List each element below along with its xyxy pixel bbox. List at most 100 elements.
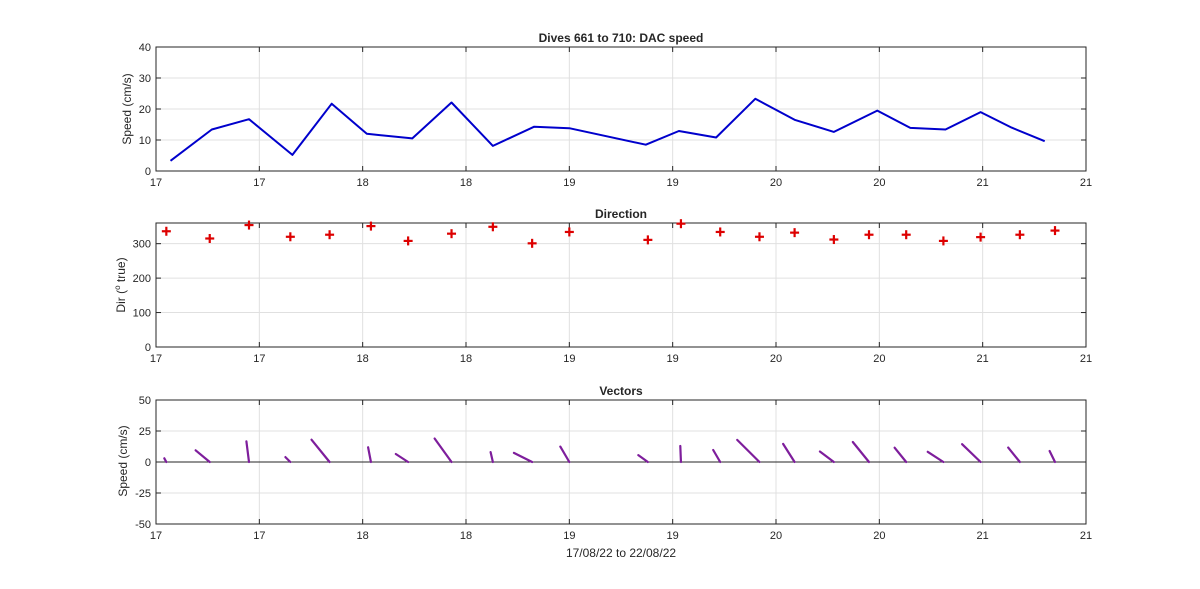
- direction-x-tick-label: 19: [563, 353, 575, 365]
- vectors-x-tick-label: 19: [667, 530, 679, 542]
- vectors-x-tick-label: 21: [1080, 530, 1092, 542]
- vector-stick: [245, 440, 251, 464]
- vectors-x-tick-label: 17: [253, 530, 265, 542]
- vectors-x-tick-label: 17: [150, 530, 162, 542]
- direction-marker: [366, 221, 376, 231]
- vector-stick: [194, 449, 211, 464]
- direction-marker: [938, 236, 948, 246]
- direction-marker: [244, 220, 254, 230]
- speed-title: Dives 661 to 710: DAC speed: [539, 31, 704, 45]
- direction-y-tick-label: 300: [133, 239, 151, 251]
- vector-stick: [367, 446, 373, 464]
- direction-ylabel: Dir (o true): [113, 257, 128, 312]
- direction-marker: [976, 232, 986, 242]
- speed-series-line: [169, 97, 1046, 162]
- vector-stick: [489, 451, 494, 464]
- direction-marker: [1050, 226, 1060, 236]
- direction-axes-box: [155, 222, 1087, 348]
- direction-marker: [754, 232, 764, 242]
- vector-stick: [310, 438, 331, 464]
- direction-marker: [285, 232, 295, 242]
- direction-y-tick-label: 200: [133, 273, 151, 285]
- vectors-x-tick-label: 21: [977, 530, 989, 542]
- speed-x-tick-label: 19: [563, 177, 575, 189]
- vector-stick: [559, 445, 571, 464]
- speed-y-tick-label: 20: [139, 104, 151, 116]
- direction-marker: [205, 234, 215, 243]
- speed-panel: Dives 661 to 710: DAC speed Speed (cm/s)…: [120, 31, 1092, 189]
- direction-marker: [488, 222, 498, 232]
- direction-x-tick-label: 21: [1080, 353, 1092, 365]
- vectors-y-tick-label: 25: [139, 426, 151, 438]
- direction-x-tick-label: 20: [873, 353, 885, 365]
- vector-stick: [1007, 446, 1021, 464]
- vector-stick: [394, 452, 410, 464]
- x-axis-label: 17/08/22 to 22/08/22: [566, 546, 676, 560]
- speed-x-tick-label: 19: [667, 177, 679, 189]
- vectors-x-tick-label: 20: [873, 530, 885, 542]
- speed-x-tick-label: 18: [460, 177, 472, 189]
- vector-stick: [926, 450, 945, 464]
- vector-stick: [1048, 449, 1057, 464]
- direction-ylabel-prefix: Dir (: [114, 290, 128, 313]
- speed-x-tick-label: 17: [150, 177, 162, 189]
- direction-x-tick-label: 18: [460, 353, 472, 365]
- vectors-ylabel: Speed (cm/s): [116, 425, 130, 496]
- direction-x-tick-label: 20: [770, 353, 782, 365]
- vector-stick: [818, 450, 835, 464]
- speed-x-tick-label: 17: [253, 177, 265, 189]
- direction-ylabel-suffix: true): [114, 257, 128, 285]
- direction-x-tick-label: 21: [977, 353, 989, 365]
- speed-x-tick-label: 20: [770, 177, 782, 189]
- vectors-x-tick-label: 20: [770, 530, 782, 542]
- vector-stick: [736, 438, 761, 464]
- speed-ylabel: Speed (cm/s): [120, 73, 134, 144]
- direction-marker: [527, 238, 537, 248]
- direction-ylabel-degree: o: [113, 285, 122, 290]
- speed-y-tick-label: 10: [139, 135, 151, 147]
- direction-marker: [161, 226, 171, 236]
- direction-marker: [864, 230, 874, 240]
- direction-marker: [643, 235, 653, 245]
- direction-marker: [829, 235, 839, 245]
- vectors-y-tick-label: -50: [135, 519, 151, 531]
- speed-x-tick-label: 20: [873, 177, 885, 189]
- vectors-panel: Vectors Speed (cm/s) 17/08/22 to 22/08/2…: [116, 384, 1092, 560]
- direction-marker: [564, 227, 574, 237]
- vectors-y-tick-label: -25: [135, 488, 151, 500]
- vector-stick: [679, 444, 683, 464]
- vectors-y-tick-label: 50: [139, 395, 151, 407]
- speed-y-tick-label: 30: [139, 73, 151, 85]
- speed-x-tick-label: 21: [977, 177, 989, 189]
- vectors-x-tick-label: 18: [460, 530, 472, 542]
- vector-stick: [433, 437, 453, 464]
- direction-x-tick-label: 19: [667, 353, 679, 365]
- direction-marker: [403, 236, 413, 246]
- direction-marker: [901, 230, 911, 240]
- speed-y-tick-label: 0: [145, 166, 151, 178]
- vectors-x-tick-label: 18: [357, 530, 369, 542]
- direction-x-tick-label: 17: [253, 353, 265, 365]
- direction-marker: [447, 229, 457, 239]
- direction-marker: [676, 219, 686, 229]
- vector-stick: [512, 451, 534, 464]
- direction-panel: Direction Dir (o true) 17 17 18 18 19 19 20 20 2…: [113, 207, 1092, 365]
- direction-marker: [1015, 230, 1025, 240]
- vectors-x-tick-label: 19: [563, 530, 575, 542]
- vector-stick: [851, 440, 871, 464]
- vector-stick: [960, 443, 982, 464]
- vectors-title: Vectors: [599, 384, 643, 398]
- direction-y-tick-label: 100: [133, 308, 151, 320]
- speed-x-tick-label: 21: [1080, 177, 1092, 189]
- vector-stick: [712, 448, 722, 464]
- speed-y-tick-label: 40: [139, 42, 151, 54]
- direction-marker: [715, 227, 725, 237]
- direction-marker: [325, 230, 335, 240]
- vector-stick: [637, 454, 649, 464]
- vector-stick: [284, 456, 292, 464]
- direction-marker: [790, 228, 800, 238]
- vector-stick: [781, 442, 796, 464]
- speed-x-tick-label: 18: [357, 177, 369, 189]
- direction-x-tick-label: 17: [150, 353, 162, 365]
